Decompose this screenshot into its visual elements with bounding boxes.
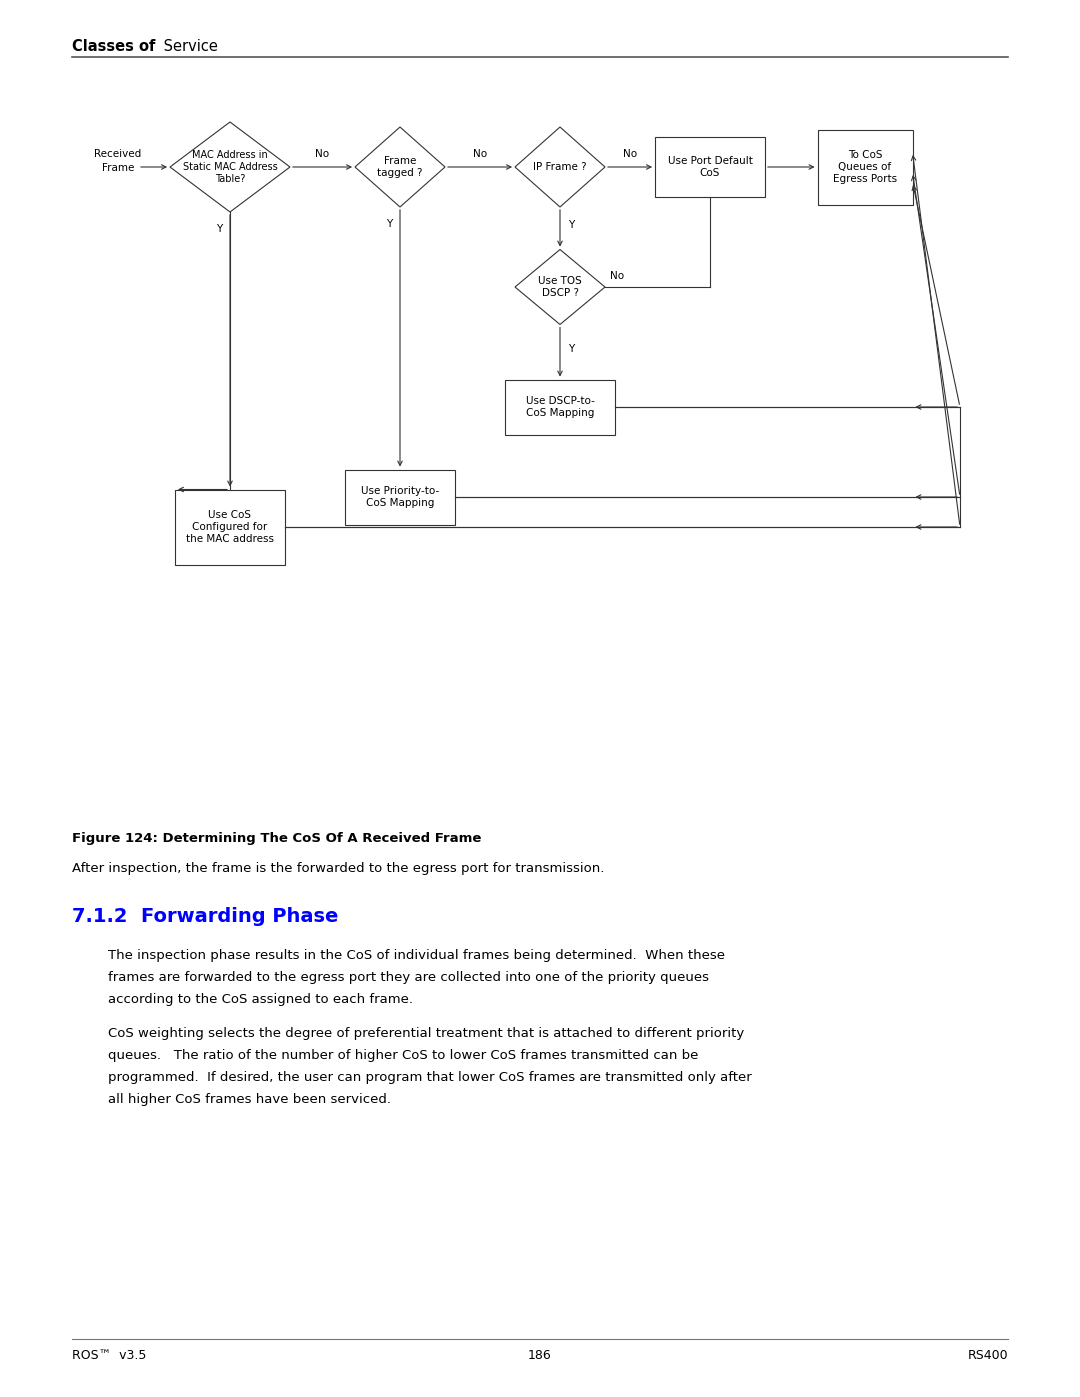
Text: IP Frame ?: IP Frame ? (534, 162, 586, 172)
Text: 186: 186 (528, 1350, 552, 1362)
Text: Y: Y (216, 224, 222, 235)
Text: Frame
tagged ?: Frame tagged ? (377, 156, 422, 177)
Text: After inspection, the frame is the forwarded to the egress port for transmission: After inspection, the frame is the forwa… (72, 862, 605, 875)
Text: Use TOS
DSCP ?: Use TOS DSCP ? (538, 277, 582, 298)
Text: Figure 124: Determining The CoS Of A Received Frame: Figure 124: Determining The CoS Of A Rec… (72, 833, 482, 845)
Text: No: No (623, 149, 637, 159)
Text: No: No (315, 149, 329, 159)
Text: The inspection phase results in the CoS of individual frames being determined.  : The inspection phase results in the CoS … (108, 949, 725, 963)
Text: Use Priority-to-
CoS Mapping: Use Priority-to- CoS Mapping (361, 486, 440, 507)
Text: Service: Service (159, 39, 218, 54)
Text: Use DSCP-to-
CoS Mapping: Use DSCP-to- CoS Mapping (526, 397, 594, 418)
Text: Frame: Frame (102, 163, 134, 173)
Text: according to the CoS assigned to each frame.: according to the CoS assigned to each fr… (108, 993, 413, 1006)
Text: Y: Y (568, 221, 575, 231)
Text: Classes of: Classes of (72, 39, 156, 54)
Text: frames are forwarded to the egress port they are collected into one of the prior: frames are forwarded to the egress port … (108, 971, 708, 983)
Text: all higher CoS frames have been serviced.: all higher CoS frames have been serviced… (108, 1092, 391, 1106)
Text: MAC Address in
Static MAC Address
Table?: MAC Address in Static MAC Address Table? (183, 151, 278, 183)
Text: No: No (473, 149, 487, 159)
Text: No: No (610, 271, 624, 281)
Text: Received: Received (94, 149, 141, 159)
Text: CoS weighting selects the degree of preferential treatment that is attached to d: CoS weighting selects the degree of pref… (108, 1027, 744, 1039)
Text: Y: Y (568, 344, 575, 353)
Text: To CoS
Queues of
Egress Ports: To CoS Queues of Egress Ports (833, 151, 897, 183)
Text: Y: Y (386, 219, 392, 229)
Text: ROS™  v3.5: ROS™ v3.5 (72, 1350, 147, 1362)
Text: Use CoS
Configured for
the MAC address: Use CoS Configured for the MAC address (186, 510, 274, 543)
Text: programmed.  If desired, the user can program that lower CoS frames are transmit: programmed. If desired, the user can pro… (108, 1071, 752, 1084)
Text: queues.   The ratio of the number of higher CoS to lower CoS frames transmitted : queues. The ratio of the number of highe… (108, 1049, 699, 1062)
Text: RS400: RS400 (968, 1350, 1008, 1362)
Text: Use Port Default
CoS: Use Port Default CoS (667, 156, 753, 177)
Text: 7.1.2  Forwarding Phase: 7.1.2 Forwarding Phase (72, 907, 338, 926)
